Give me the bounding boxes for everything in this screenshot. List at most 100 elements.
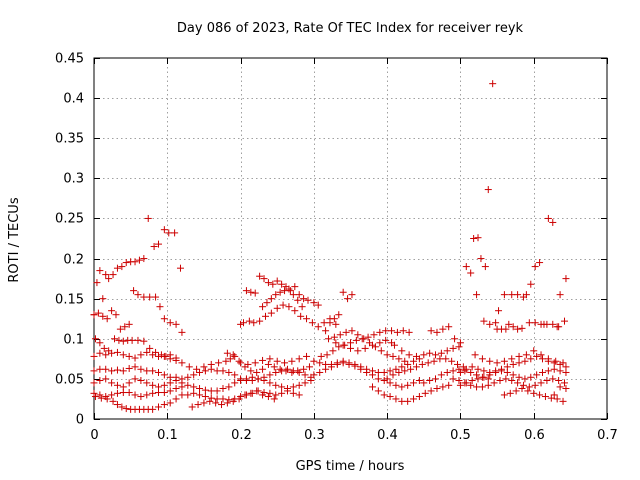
data-point — [360, 335, 368, 343]
data-point — [541, 393, 549, 401]
data-point — [445, 381, 453, 389]
data-point — [172, 376, 180, 384]
data-point — [437, 371, 445, 379]
data-point — [247, 389, 255, 397]
data-point — [190, 389, 198, 397]
data-point — [443, 347, 451, 355]
data-point — [424, 359, 432, 367]
data-point — [427, 327, 435, 335]
data-point — [295, 355, 303, 363]
data-point — [222, 357, 230, 365]
data-point — [103, 315, 111, 323]
data-point — [376, 328, 384, 336]
data-point — [480, 317, 488, 325]
data-point — [471, 351, 479, 359]
data-point — [171, 229, 179, 237]
data-point — [556, 291, 564, 299]
data-point — [102, 271, 110, 279]
y-axis-label: ROTI / TECUs — [7, 197, 22, 282]
data-point — [410, 379, 418, 387]
data-point — [288, 368, 296, 376]
data-point — [562, 275, 570, 283]
data-point — [295, 368, 303, 376]
data-point — [212, 399, 220, 407]
data-point — [345, 360, 353, 368]
data-point — [462, 365, 470, 373]
data-point — [480, 373, 488, 381]
data-point — [473, 371, 481, 379]
data-point — [196, 368, 204, 376]
data-point — [493, 359, 501, 367]
data-point — [415, 393, 423, 401]
data-point — [481, 263, 489, 271]
data-point — [374, 387, 382, 395]
data-point — [392, 395, 400, 403]
data-point — [188, 403, 196, 411]
data-point — [486, 371, 494, 379]
data-point — [278, 383, 286, 391]
data-point — [288, 357, 296, 365]
data-point — [333, 360, 341, 368]
x-tick-label: 0.2 — [231, 428, 252, 443]
data-point — [449, 344, 457, 352]
data-point — [279, 301, 287, 309]
data-point — [512, 387, 520, 395]
data-point — [215, 359, 223, 367]
data-point — [213, 395, 221, 403]
data-point — [137, 351, 145, 359]
data-point — [140, 337, 148, 345]
data-point — [113, 389, 121, 397]
data-point — [96, 339, 104, 347]
data-point — [486, 320, 494, 328]
data-point — [301, 379, 309, 387]
data-point — [140, 293, 148, 301]
data-point — [259, 356, 267, 364]
data-point — [376, 339, 384, 347]
data-point — [131, 363, 139, 371]
data-point — [412, 363, 420, 371]
data-point — [383, 375, 391, 383]
data-point — [295, 381, 303, 389]
y-tick-label: 0.2 — [63, 253, 84, 268]
data-point — [502, 375, 510, 383]
data-point — [314, 301, 322, 309]
data-point — [144, 214, 152, 222]
data-point — [125, 320, 133, 328]
data-point — [225, 396, 233, 404]
data-point — [559, 397, 567, 405]
data-point — [223, 399, 231, 407]
data-point — [96, 391, 104, 399]
data-point — [351, 362, 359, 370]
data-point — [111, 335, 119, 343]
data-point — [492, 319, 500, 327]
data-point — [543, 320, 551, 328]
data-point — [544, 355, 552, 363]
data-point — [90, 379, 98, 387]
data-point — [332, 339, 340, 347]
data-point — [382, 336, 390, 344]
data-point — [307, 376, 315, 384]
data-point — [128, 336, 136, 344]
data-point — [225, 368, 233, 376]
data-point — [172, 320, 180, 328]
data-point — [368, 341, 376, 349]
data-point — [310, 371, 318, 379]
grid-lines — [94, 58, 607, 419]
data-point — [131, 391, 139, 399]
data-point — [383, 351, 391, 359]
data-point — [448, 357, 456, 365]
data-point — [550, 359, 558, 367]
chart-title: Day 086 of 2023, Rate Of TEC Index for r… — [177, 21, 524, 36]
data-point — [160, 352, 168, 360]
data-point — [552, 357, 560, 365]
x-tick-label: 0.5 — [450, 428, 471, 443]
data-point — [207, 360, 215, 368]
data-point — [418, 360, 426, 368]
axis-ticks: 0 0.1 0.2 0.3 0.4 0.5 0.6 0.7 0 0.05 0.1 0.15 0.2 0.2… — [55, 52, 618, 444]
data-point — [149, 405, 157, 413]
data-point — [395, 355, 403, 363]
data-point — [539, 355, 547, 363]
data-point — [553, 395, 561, 403]
data-point — [456, 368, 464, 376]
data-point — [322, 327, 330, 335]
